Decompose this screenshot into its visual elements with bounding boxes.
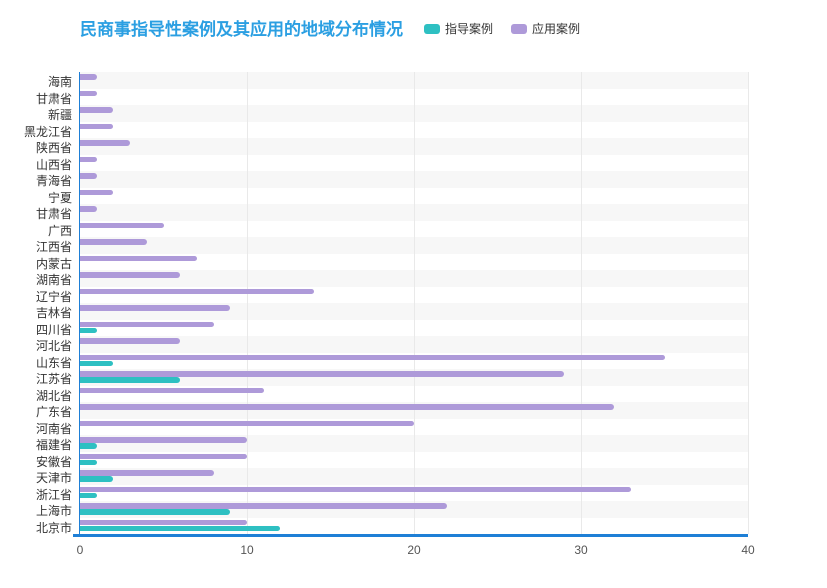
y-axis-label: 湖北省 [35, 388, 72, 403]
y-axis-label: 甘肃省 [35, 207, 72, 222]
y-axis-label: 新疆 [47, 108, 72, 123]
x-axis-tick-label: 20 [407, 543, 421, 557]
bar-应用案例-江西省[interactable] [80, 239, 147, 245]
bar-指导案例-福建省[interactable] [80, 443, 97, 449]
bar-应用案例-江苏省[interactable] [80, 371, 565, 377]
x-gridline [748, 72, 749, 534]
x-axis-labels: 0 10 20 30 40 [76, 543, 755, 559]
bar-应用案例-广西[interactable] [80, 222, 164, 229]
bar-应用案例-陕西省[interactable] [80, 140, 131, 146]
y-axis-label: 湖南省 [35, 273, 72, 288]
bar-应用案例-辽宁省[interactable] [80, 288, 314, 295]
y-axis-label: 四川省 [35, 322, 72, 337]
legend-label: 指导案例 [445, 22, 494, 36]
x-axis-tick-label: 40 [741, 543, 755, 557]
chart-title: 民商事指导性案例及其应用的地域分布情况 [80, 20, 403, 39]
y-axis-label: 海南 [47, 75, 72, 90]
bar-应用案例-浙江省[interactable] [80, 486, 632, 493]
bar-应用案例-河南省[interactable] [80, 420, 414, 427]
bar-应用案例-湖南省[interactable] [80, 272, 181, 278]
y-axis-label: 宁夏 [47, 190, 72, 205]
bar-应用案例-甘肃省[interactable] [80, 206, 97, 212]
bar-指导案例-四川省[interactable] [80, 327, 97, 334]
legend-label: 应用案例 [532, 22, 581, 36]
bar-应用案例-内蒙古[interactable] [80, 255, 197, 262]
bar-应用案例-宁夏[interactable] [80, 189, 114, 196]
bar-应用案例-福建省[interactable] [80, 437, 247, 443]
y-axis-label: 广东省 [35, 405, 72, 420]
x-gridline [581, 72, 582, 534]
y-axis-label: 山东省 [35, 355, 72, 370]
bar-指导案例-天津市[interactable] [80, 476, 114, 482]
legend-swatch-icon [424, 23, 440, 34]
bar-应用案例-山西省[interactable] [80, 156, 97, 163]
y-axis-label: 福建省 [35, 438, 72, 453]
bar-应用案例-四川省[interactable] [80, 321, 214, 328]
bar-应用案例-青海省[interactable] [80, 173, 97, 179]
bar-应用案例-河北省[interactable] [80, 338, 181, 344]
y-axis-label: 青海省 [35, 174, 72, 189]
bar-应用案例-山东省[interactable] [80, 354, 665, 361]
y-axis-label: 内蒙古 [35, 256, 72, 271]
bar-应用案例-新疆[interactable] [80, 107, 114, 113]
bar-应用案例-甘肃省[interactable] [80, 90, 97, 97]
y-axis-label: 辽宁省 [35, 289, 72, 304]
bar-指导案例-上海市[interactable] [80, 509, 231, 515]
bar-应用案例-湖北省[interactable] [80, 387, 264, 394]
y-axis-label: 甘肃省 [35, 91, 72, 106]
bar-指导案例-江苏省[interactable] [80, 377, 181, 383]
bar-应用案例-黑龙江省[interactable] [80, 123, 114, 130]
y-axis-label: 河北省 [35, 339, 72, 354]
y-axis-label: 天津市 [35, 471, 72, 486]
y-axis-line [79, 72, 80, 534]
bar-指导案例-浙江省[interactable] [80, 492, 97, 499]
y-axis-labels: 海南 甘肃省 新疆 黑龙江省 陕西省 山西省 青海省 宁夏 甘肃省 广西 江西省 内蒙古 湖南省 辽宁省吉… [0, 72, 76, 535]
bar-应用案例-北京市[interactable] [80, 519, 247, 526]
x-axis-tick-label: 30 [574, 543, 588, 557]
y-axis-label: 吉林省 [35, 306, 72, 321]
y-axis-label: 浙江省 [35, 487, 72, 502]
y-axis-label: 河南省 [35, 421, 72, 436]
bar-应用案例-广东省[interactable] [80, 404, 615, 410]
x-axis-line [73, 534, 748, 537]
x-gridline [414, 72, 415, 534]
y-axis-label: 北京市 [35, 520, 72, 535]
bar-指导案例-北京市[interactable] [80, 525, 281, 532]
y-axis-label: 江苏省 [35, 372, 72, 387]
y-axis-label: 黑龙江省 [23, 124, 72, 139]
bar-应用案例-吉林省[interactable] [80, 305, 231, 311]
legend-item-guiding-cases[interactable]: 指导案例 [424, 20, 493, 37]
legend: 指导案例 应用案例 [424, 20, 580, 37]
bar-指导案例-山东省[interactable] [80, 360, 114, 367]
y-axis-label: 山西省 [35, 157, 72, 172]
y-axis-label: 上海市 [35, 504, 72, 519]
bar-应用案例-海南[interactable] [80, 74, 97, 80]
bar-应用案例-天津市[interactable] [80, 470, 214, 476]
bar-应用案例-安徽省[interactable] [80, 453, 247, 460]
bar-指导案例-安徽省[interactable] [80, 459, 97, 466]
bar-应用案例-上海市[interactable] [80, 503, 448, 509]
y-axis-label: 安徽省 [35, 454, 72, 469]
legend-item-application-cases[interactable]: 应用案例 [511, 20, 580, 37]
y-axis-label: 广西 [47, 223, 72, 238]
legend-swatch-icon [511, 23, 528, 34]
y-axis-label: 陕西省 [35, 141, 72, 156]
x-axis-tick-label: 0 [76, 543, 84, 557]
plot-area [73, 72, 749, 537]
x-axis-tick-label: 10 [240, 543, 254, 557]
x-gridline [247, 72, 248, 534]
y-axis-label: 江西省 [35, 240, 72, 255]
